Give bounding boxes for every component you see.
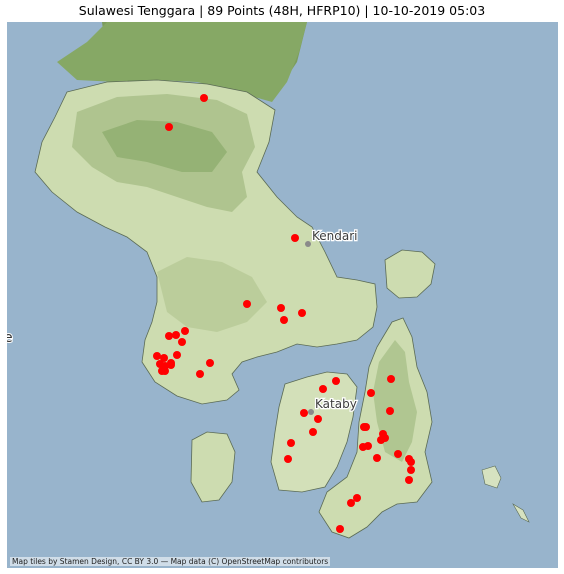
hotspot-point[interactable] (364, 442, 372, 450)
hotspot-point[interactable] (277, 304, 285, 312)
hotspot-point[interactable] (153, 352, 161, 360)
hotspot-point[interactable] (167, 359, 175, 367)
hotspot-point[interactable] (309, 428, 317, 436)
hotspot-point[interactable] (172, 331, 180, 339)
hotspot-point[interactable] (291, 234, 299, 242)
forest-mainland-south (157, 257, 267, 332)
hotspot-point[interactable] (165, 332, 173, 340)
forest-mainland-ridge (102, 120, 227, 172)
hotspot-point[interactable] (336, 525, 344, 533)
hotspot-point[interactable] (165, 123, 173, 131)
map-canvas[interactable]: Kendari Kataby e (7, 22, 558, 568)
land-island-east (384, 249, 436, 299)
hotspot-point[interactable] (387, 375, 395, 383)
hotspot-point[interactable] (394, 450, 402, 458)
hotspot-point[interactable] (353, 494, 361, 502)
land-islet-2 (512, 503, 530, 523)
hotspot-point[interactable] (287, 439, 295, 447)
hotspot-point[interactable] (298, 309, 306, 317)
hotspot-point[interactable] (300, 409, 308, 417)
land-islet-1 (481, 465, 502, 489)
hotspot-point[interactable] (173, 351, 181, 359)
hotspot-point[interactable] (243, 300, 251, 308)
kendari-label: Kendari (312, 229, 358, 243)
hotspot-point[interactable] (386, 407, 394, 415)
map-view[interactable]: Kendari Kataby e (7, 22, 558, 568)
left-edge-label: e (7, 330, 13, 346)
map-title: Sulawesi Tenggara | 89 Points (48H, HFRP… (78, 3, 486, 18)
hotspot-point[interactable] (405, 476, 413, 484)
hotspot-point[interactable] (196, 370, 204, 378)
kataby-marker (308, 409, 314, 415)
hotspot-point[interactable] (160, 354, 168, 362)
hotspot-point[interactable] (319, 385, 327, 393)
hotspot-point[interactable] (200, 94, 208, 102)
hotspot-point[interactable] (367, 389, 375, 397)
hotspot-point[interactable] (206, 359, 214, 367)
hotspot-point[interactable] (181, 327, 189, 335)
hotspot-point[interactable] (280, 316, 288, 324)
hotspot-point[interactable] (347, 499, 355, 507)
hotspot-point[interactable] (381, 434, 389, 442)
land-north-strip (57, 22, 307, 102)
land-island-kabaena (190, 431, 236, 503)
hotspot-point[interactable] (178, 338, 186, 346)
hotspot-point[interactable] (407, 458, 415, 466)
hotspot-points (153, 94, 415, 533)
hotspot-point[interactable] (314, 415, 322, 423)
hotspot-point[interactable] (407, 466, 415, 474)
hotspot-point[interactable] (161, 367, 169, 375)
kataby-label: Kataby (315, 397, 357, 411)
map-attribution: Map tiles by Stamen Design, CC BY 3.0 — … (10, 557, 331, 566)
hotspot-point[interactable] (332, 377, 340, 385)
hotspot-point[interactable] (373, 454, 381, 462)
hotspot-point[interactable] (284, 455, 292, 463)
hotspot-point[interactable] (362, 423, 370, 431)
kendari-marker (305, 241, 311, 247)
